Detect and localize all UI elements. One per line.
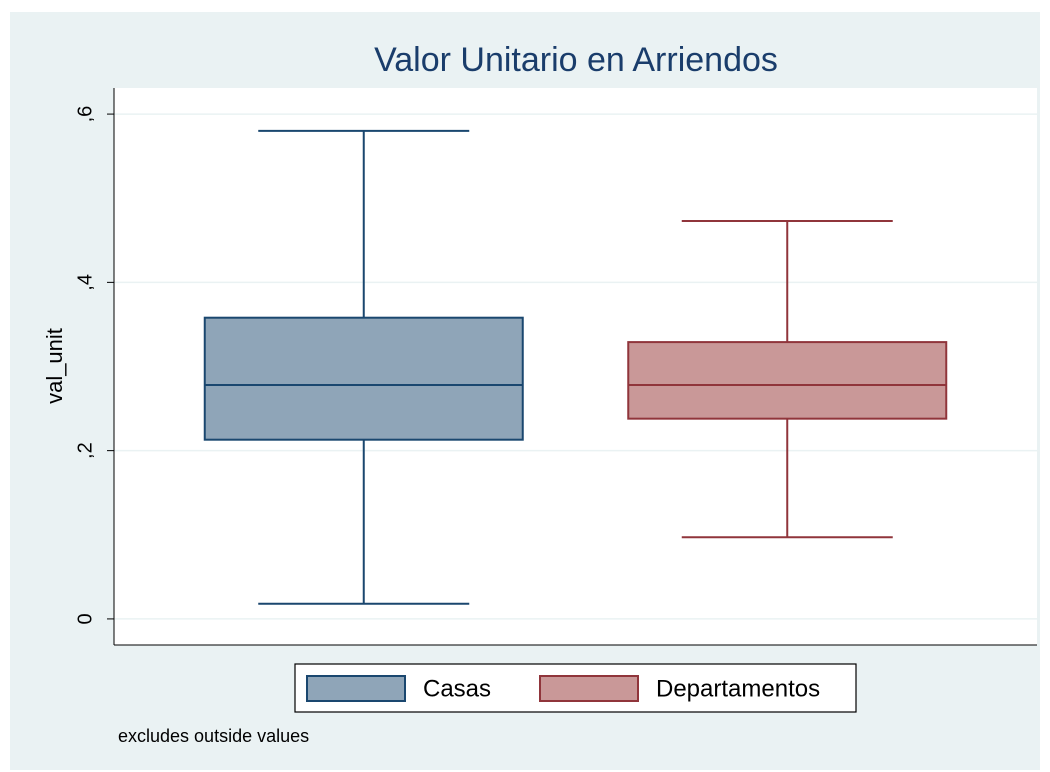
- legend-swatch: [306, 675, 406, 702]
- y-tick-label: ,2: [74, 442, 96, 459]
- y-tick-label: ,6: [74, 106, 96, 123]
- legend-label: Departamentos: [656, 675, 820, 702]
- note: excludes outside values: [118, 726, 309, 746]
- legend-swatch: [539, 675, 639, 702]
- box: [627, 341, 948, 420]
- box: [203, 316, 524, 441]
- y-axis-label: val_unit: [42, 328, 67, 404]
- y-tick-label: ,4: [74, 274, 96, 291]
- y-tick-label: 0: [74, 613, 96, 624]
- chart-title: Valor Unitario en Arriendos: [374, 41, 778, 79]
- legend-label: Casas: [423, 675, 491, 702]
